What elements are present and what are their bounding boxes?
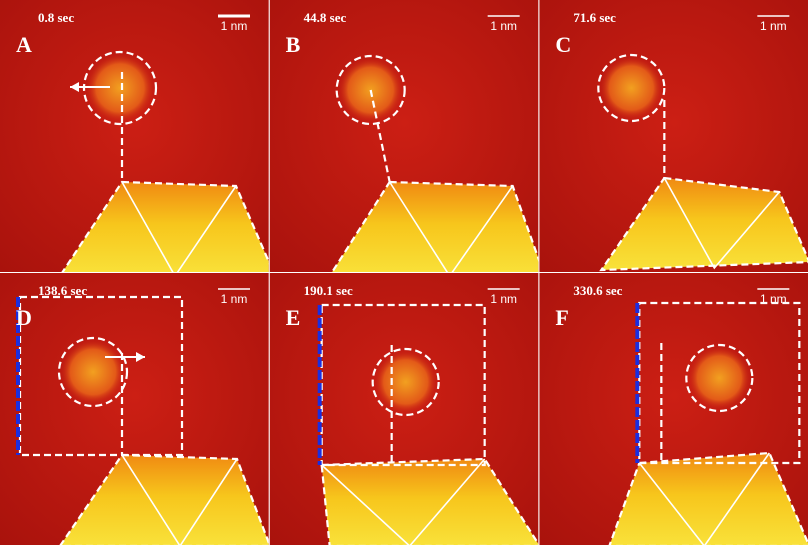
particle <box>338 58 403 123</box>
time-label: 330.6 sec <box>573 283 622 298</box>
scale-label: 1 nm <box>221 292 248 306</box>
scale-label: 1 nm <box>760 19 787 33</box>
particle <box>374 351 437 414</box>
scale-label: 1 nm <box>490 19 517 33</box>
panel-letter: E <box>286 305 301 330</box>
time-label: 44.8 sec <box>304 10 347 25</box>
scale-label: 1 nm <box>221 19 248 33</box>
panel-letter: F <box>555 305 568 330</box>
scale-label: 1 nm <box>760 292 787 306</box>
time-label: 0.8 sec <box>38 10 74 25</box>
figure: 0.8 secA1 nm44.8 secB1 nm71.6 secC1 nm13… <box>0 0 809 546</box>
time-label: 138.6 sec <box>38 283 87 298</box>
particle <box>61 340 126 405</box>
panel: 138.6 sec D 1 nm <box>0 273 270 546</box>
time-label: 190.1 sec <box>304 283 353 298</box>
time-label: 71.6 sec <box>573 10 616 25</box>
particle <box>688 347 751 410</box>
panel-letter: B <box>286 32 301 57</box>
particle <box>600 57 663 120</box>
panel-letter: C <box>555 32 571 57</box>
scale-label: 1 nm <box>490 292 517 306</box>
panel-letter: A <box>16 32 32 57</box>
panel: 330.6 sec F 1 nm <box>539 273 809 546</box>
panel-letter: D <box>16 305 32 330</box>
panel: 0.8 sec A 1 nm <box>0 0 275 276</box>
